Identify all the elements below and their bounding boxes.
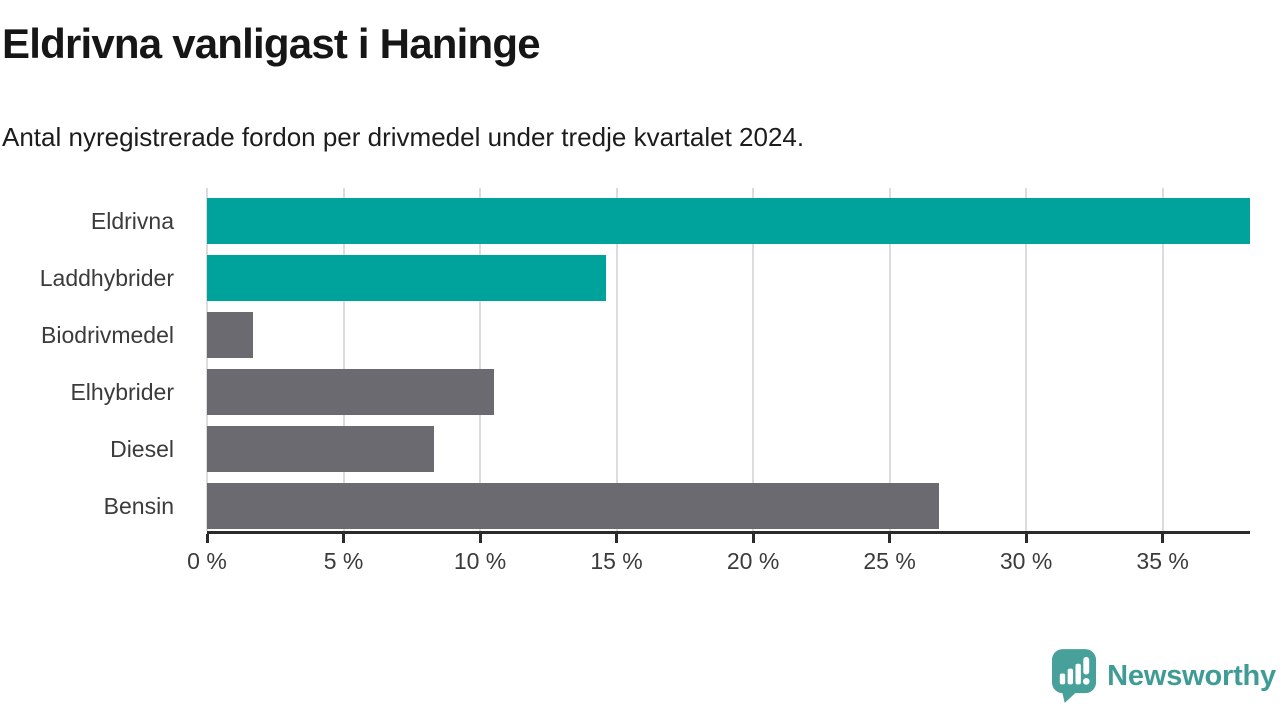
gridline xyxy=(206,188,208,531)
x-axis-tick-mark xyxy=(615,534,619,543)
category-label: Bensin xyxy=(103,493,174,519)
x-axis-tick-mark xyxy=(751,534,755,543)
x-axis-tick-mark xyxy=(342,534,346,543)
gridline xyxy=(1025,188,1028,531)
newsworthy-logo: Newsworthy xyxy=(1051,648,1276,704)
category-label: Eldrivna xyxy=(90,208,174,234)
x-axis-tick-label: 20 % xyxy=(726,548,780,574)
x-axis-tick-label: 10 % xyxy=(453,548,507,574)
x-axis-tick-mark xyxy=(1024,534,1028,543)
bar-bensin xyxy=(207,483,939,529)
gridline xyxy=(888,188,891,531)
bar-elhybrider xyxy=(207,369,494,415)
gridline xyxy=(1161,188,1164,531)
x-axis-tick-mark xyxy=(888,534,892,543)
category-label-column: Eldrivna Laddhybrider Biodrivmedel Elhybrid… xyxy=(0,188,190,531)
x-axis-tick-label: 25 % xyxy=(863,548,916,574)
bar-biodrivmedel xyxy=(207,312,254,358)
category-label: Laddhybrider xyxy=(39,265,174,291)
x-axis-tick-mark xyxy=(1161,534,1165,543)
category-label: Biodrivmedel xyxy=(41,322,174,348)
category-label: Diesel xyxy=(110,436,174,462)
page-title: Eldrivna vanligast i Haninge xyxy=(2,20,541,67)
x-axis-tick-label: 35 % xyxy=(1136,548,1189,574)
x-axis-tick-label: 0 % xyxy=(187,548,227,574)
newsworthy-logo-text: Newsworthy xyxy=(1107,659,1276,692)
chart-subtitle: Antal nyregistrerade fordon per drivmede… xyxy=(2,122,805,152)
x-axis-tick-mark xyxy=(478,534,482,543)
bar-diesel xyxy=(207,426,434,472)
x-axis-tick-label: 30 % xyxy=(999,548,1053,574)
x-axis-tick-row: 0 % 5 % 10 % 15 % 20 % 25 % 30 % 35 % xyxy=(187,534,1250,594)
plot-area xyxy=(206,188,1250,531)
x-axis-tick-mark xyxy=(205,534,209,543)
newsworthy-logo-icon xyxy=(1052,649,1097,703)
gridline xyxy=(479,188,482,531)
x-axis-tick-label: 5 % xyxy=(323,548,364,574)
category-label: Elhybrider xyxy=(70,379,174,405)
bar-eldrivna xyxy=(207,198,1250,244)
x-axis-tick-label: 15 % xyxy=(590,548,643,574)
gridline xyxy=(615,188,618,531)
gridline xyxy=(342,188,345,531)
bar-laddhybrider xyxy=(207,255,606,301)
x-axis-line xyxy=(207,531,1250,534)
gridline xyxy=(752,188,755,531)
